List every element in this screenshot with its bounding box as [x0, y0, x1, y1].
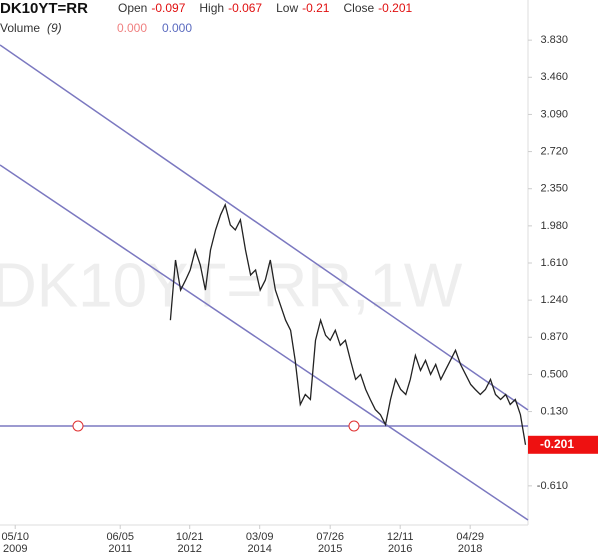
- price-line: [169, 202, 527, 445]
- last-price-label: -0.201: [540, 437, 574, 451]
- x-tick-label: 07/26: [316, 531, 344, 543]
- line-handle[interactable]: [348, 420, 360, 432]
- y-tick-label: 1.610: [540, 257, 568, 269]
- x-tick-label: 03/09: [246, 531, 274, 543]
- x-tick-year: 2012: [177, 543, 201, 555]
- y-tick-label: 3.460: [540, 71, 568, 83]
- y-tick-label: 0.130: [540, 405, 568, 417]
- x-tick-label: 10/21: [176, 531, 204, 543]
- symbol-title: DK10YT=RR: [0, 0, 88, 17]
- x-tick-year: 2014: [247, 543, 271, 555]
- ohlc-label: High: [199, 1, 224, 15]
- y-tick-label: 2.350: [540, 183, 568, 195]
- header: DK10YT=RR Volume (9): [0, 0, 88, 35]
- x-tick-year: 2015: [318, 543, 342, 555]
- x-tick-year: 2011: [108, 543, 132, 555]
- volume-value: 0.000: [117, 21, 147, 35]
- watermark: DK10YT=RR,1W: [0, 251, 463, 320]
- y-tick-label: 3.090: [540, 108, 568, 120]
- ohlc-value: -0.21: [302, 1, 330, 15]
- y-tick-label: 0.500: [540, 368, 568, 380]
- x-tick-label: 06/05: [106, 531, 134, 543]
- trend-line: [0, 44, 529, 411]
- ohlc-value: -0.097: [151, 1, 185, 15]
- volume-label: Volume: [0, 21, 40, 35]
- last-price-badge: [528, 435, 598, 454]
- y-tick-label: 1.980: [540, 220, 568, 232]
- y-tick-label: 0.870: [540, 331, 568, 343]
- y-tick-label: 3.830: [540, 34, 568, 46]
- y-tick-label: 2.720: [540, 145, 568, 157]
- x-tick-label: 05/10: [1, 531, 29, 543]
- trend-line: [0, 164, 529, 521]
- x-tick-year: 2018: [458, 543, 482, 555]
- x-tick-year: 2016: [388, 543, 412, 555]
- ohlc-label: Open: [118, 1, 147, 15]
- y-tick-label: 1.240: [540, 294, 568, 306]
- ohlc-label: Low: [276, 1, 298, 15]
- ohlc-value: -0.067: [228, 1, 262, 15]
- ohlc-value: -0.201: [378, 1, 412, 15]
- x-tick-year: 2009: [3, 543, 27, 555]
- y-tick-label: -0.610: [537, 480, 568, 492]
- line-handle[interactable]: [72, 420, 84, 432]
- volume-value: 0.000: [162, 21, 192, 35]
- x-tick-label: 04/29: [456, 531, 484, 543]
- series-layer: [169, 202, 527, 445]
- x-tick-label: 12/11: [387, 531, 414, 543]
- volume-param: (9): [47, 21, 62, 35]
- ohlc-label: Close: [343, 1, 374, 15]
